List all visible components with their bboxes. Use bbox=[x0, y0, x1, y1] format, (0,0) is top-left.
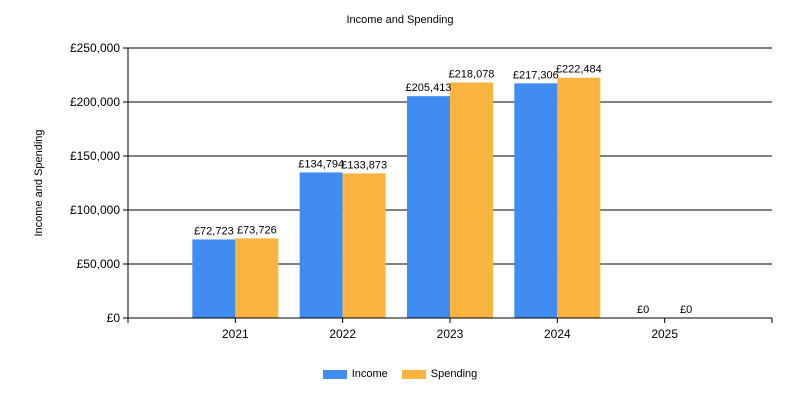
bar-spending bbox=[450, 82, 493, 318]
y-tick-label: £250,000 bbox=[70, 41, 120, 55]
y-tick-label: £0 bbox=[107, 311, 121, 325]
legend-swatch-spending bbox=[401, 369, 426, 379]
y-tick-label: £100,000 bbox=[70, 203, 120, 217]
bar-income bbox=[192, 239, 236, 318]
y-tick-label: £50,000 bbox=[77, 257, 121, 271]
legend-item-income: Income bbox=[322, 368, 388, 380]
data-label: £73,726 bbox=[237, 224, 277, 236]
data-label: £218,078 bbox=[449, 68, 495, 80]
data-label: £0 bbox=[637, 304, 649, 316]
data-label: £205,413 bbox=[406, 82, 452, 94]
x-tick-label: 2021 bbox=[222, 327, 249, 341]
data-label: £0 bbox=[680, 304, 692, 316]
bar-spending bbox=[342, 173, 386, 318]
bar-spending bbox=[557, 77, 601, 318]
y-axis-title: Income and Spending bbox=[33, 129, 45, 236]
axes: £0 £50,000 £100,000 £150,000 £200,000 £250,00… bbox=[70, 41, 773, 341]
legend-label-income: Income bbox=[351, 368, 388, 380]
data-label: £134,794 bbox=[298, 158, 344, 170]
data-labels: £72,723 £73,726 £134,794£133,873 £205,413 £2… bbox=[194, 64, 692, 316]
x-tick-label: 2022 bbox=[329, 327, 356, 341]
y-tick-label: £150,000 bbox=[70, 149, 120, 163]
bar-income bbox=[299, 172, 343, 318]
legend: Income Spending bbox=[0, 368, 800, 380]
legend-swatch-income bbox=[322, 369, 347, 379]
chart-title: Income and Spending bbox=[346, 14, 453, 26]
bar-spending bbox=[235, 238, 279, 318]
y-tick-label: £200,000 bbox=[70, 95, 120, 109]
legend-label-spending: Spending bbox=[430, 368, 478, 380]
bar-income bbox=[514, 83, 558, 319]
x-tick-label: 2023 bbox=[437, 327, 464, 341]
data-label: £217,306 bbox=[513, 69, 559, 81]
data-label: £72,723 bbox=[194, 225, 234, 237]
x-tick-label: 2024 bbox=[544, 327, 571, 341]
bar-income bbox=[407, 96, 450, 318]
bars bbox=[192, 77, 601, 319]
legend-item-spending: Spending bbox=[401, 368, 478, 380]
x-tick-label: 2025 bbox=[651, 327, 678, 341]
data-label: £133,873 bbox=[341, 159, 387, 171]
data-label: £222,484 bbox=[556, 64, 602, 76]
